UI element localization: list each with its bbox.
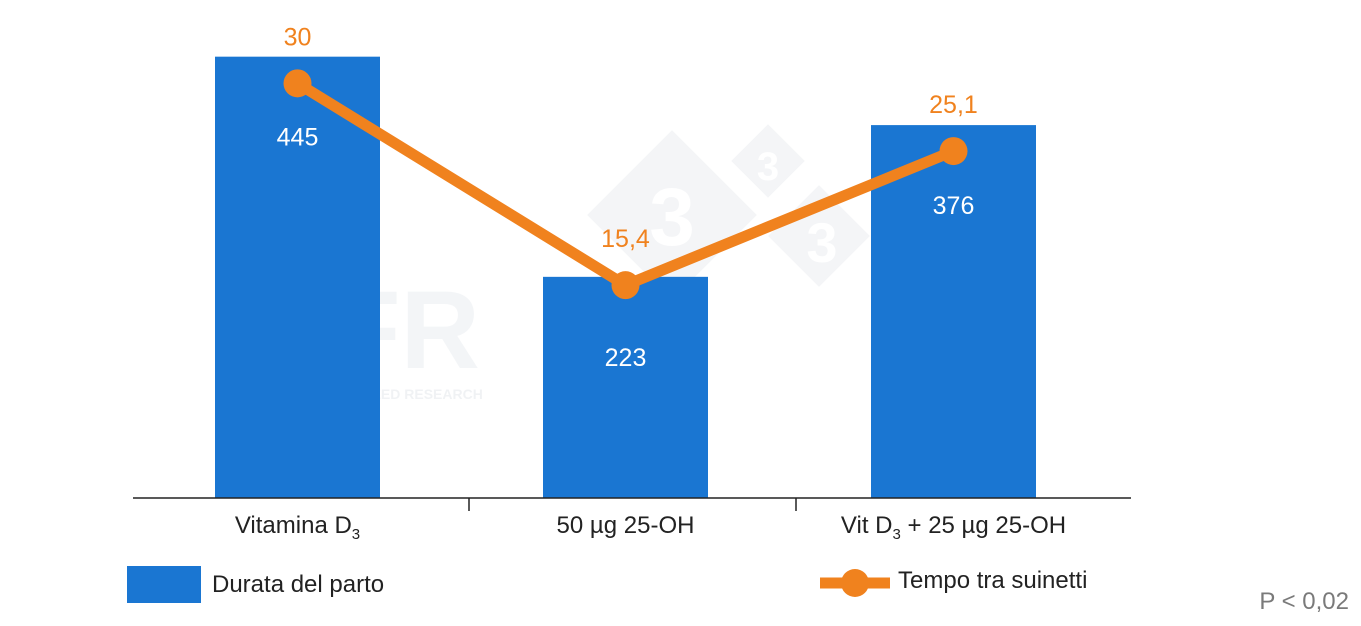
x-tick-label: Vit D3 + 25 µg 25-OH [840, 512, 1067, 543]
legend-swatch-line [820, 569, 890, 597]
bar-value-label: 445 [277, 124, 319, 152]
watermark-digit: 3 [649, 172, 695, 263]
line-point-1 [283, 69, 312, 98]
line-value-label: 30 [284, 23, 312, 51]
bar-1 [215, 56, 380, 498]
line-value-label: 15,4 [601, 225, 650, 253]
bar-value-label: 223 [605, 344, 647, 372]
legend-label-line: Tempo tra suinetti [898, 567, 1088, 594]
x-tick-label: Vitamina D3 [234, 512, 361, 543]
x-tick-label: 50 µg 25-OH [556, 512, 695, 539]
legend-label-bar: Durata del parto [212, 571, 385, 598]
line-value-label: 25,1 [929, 91, 978, 119]
bar-3 [871, 125, 1036, 499]
line-point-2 [611, 271, 640, 300]
watermark-digit: 3 [806, 211, 837, 274]
legend-swatch-bar [127, 566, 201, 603]
bars-layer: 445 223 376 [215, 56, 1036, 499]
p-value-annotation: P < 0,02 [1259, 588, 1349, 615]
watermark-digit: 3 [757, 145, 779, 189]
line-point-3 [939, 137, 968, 166]
line-layer: 30 15,4 25,1 [283, 23, 978, 300]
bar-2 [543, 276, 708, 498]
bar-value-label: 376 [933, 192, 975, 220]
x-axis [133, 497, 1131, 511]
